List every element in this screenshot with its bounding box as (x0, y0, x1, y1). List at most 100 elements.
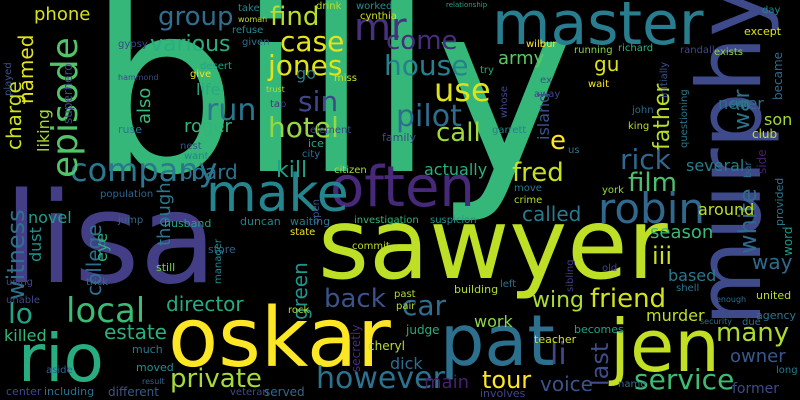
word-house: house (384, 49, 469, 82)
word-many: many (716, 318, 790, 348)
word-away: away (534, 89, 561, 100)
word-husband: husband (164, 217, 212, 230)
word-back: back (324, 284, 386, 314)
word-worked: worked (356, 1, 393, 12)
word-ex: ex (540, 75, 552, 86)
word-owner: owner (730, 346, 786, 367)
word-robin: robin (598, 184, 705, 233)
word-son: son (764, 110, 793, 129)
word-old: old (602, 263, 618, 274)
word-take: take (238, 3, 260, 14)
word-give: give (190, 69, 212, 80)
word-however: however (316, 361, 445, 396)
word-last: last (586, 342, 614, 386)
word-building: building (454, 283, 499, 296)
word-try: try (480, 65, 494, 76)
word-though: though (154, 182, 175, 246)
word-cheryl: cheryl (368, 339, 405, 353)
word-enough: enough (716, 295, 747, 304)
word-left: left (500, 279, 517, 290)
word-population: population (100, 189, 154, 200)
word-initially: initially (659, 61, 670, 98)
word-teacher: teacher (534, 333, 577, 346)
word-provided: provided (773, 177, 786, 226)
word-miss: miss (334, 73, 357, 84)
word-season: season (650, 222, 714, 243)
word-word: word (781, 226, 795, 257)
word-suspicion: suspicion (430, 215, 477, 226)
word-citizen: citizen (334, 165, 367, 176)
word-hotel: hotel (268, 111, 339, 144)
word-main: main (424, 372, 469, 393)
word-board: board (180, 160, 238, 184)
word-garrett: garrett (492, 125, 527, 136)
word-jump: jump (118, 215, 144, 226)
word-jones: jones (268, 49, 343, 82)
word-questioning: questioning (679, 89, 690, 148)
word-run: run (206, 93, 257, 128)
word-rock: rock (288, 305, 310, 316)
word-often: often (330, 155, 475, 220)
word-served: served (264, 385, 305, 399)
word-york: york (602, 185, 624, 196)
word-case: case (280, 25, 345, 58)
word-wait: wait (588, 79, 610, 90)
word-mr: mr (354, 5, 407, 49)
word-master: master (492, 0, 704, 59)
word-director: director (166, 292, 244, 316)
word-store: store (208, 243, 236, 256)
word-wing: wing (532, 288, 585, 313)
word-moved: moved (136, 361, 174, 374)
word-find: find (270, 2, 320, 32)
word-also: also (134, 87, 155, 124)
word-gu: gu (594, 52, 620, 76)
word-call: call (436, 118, 481, 148)
word-jen: jen (610, 304, 720, 388)
word-private: private (170, 364, 262, 394)
word-sin: sin (298, 85, 339, 118)
word-different: different (108, 385, 159, 399)
word-lisa: lisa (4, 165, 217, 312)
word-work: work (474, 312, 513, 331)
word-sibling: sibling (565, 259, 576, 292)
word-service: service (634, 363, 735, 396)
word-whose: whose (499, 86, 510, 118)
word-relationship: relationship (446, 1, 488, 9)
word-center: center (6, 385, 42, 398)
word-skill: skill (730, 99, 750, 110)
word-rio: rio (18, 320, 104, 397)
word-cynthia: cynthia (360, 11, 397, 22)
word-given: given (242, 37, 270, 48)
word-group: group (158, 2, 234, 32)
word-liking: liking (34, 109, 53, 152)
word-li: li (550, 337, 567, 372)
word-eye: eye (92, 232, 111, 262)
word-based: based (668, 266, 717, 285)
word-kill: kill (276, 158, 308, 183)
word-duncan: duncan (240, 215, 281, 228)
word-phone: phone (34, 4, 91, 25)
word-exists: exists (714, 47, 744, 58)
word-family: family (382, 131, 416, 144)
word-oskar: oskar (168, 291, 391, 386)
word-roger: roger (184, 116, 232, 137)
word-element: element (310, 125, 352, 136)
word-murder: murder (646, 306, 705, 325)
word-dust: dust (26, 227, 45, 262)
word-dick: dick (390, 354, 423, 373)
word-named: named (14, 34, 38, 104)
word-friend: friend (590, 284, 667, 314)
word-sawyer: sawyer (318, 188, 668, 302)
word-past: past (394, 289, 416, 300)
word-nest: nest (180, 141, 202, 152)
word-wilbur: wilbur (526, 39, 557, 50)
word-local: local (66, 291, 146, 331)
word-much: much (132, 343, 163, 356)
word-several: several (686, 156, 745, 175)
word-tap: tap (270, 99, 287, 110)
word-killed: killed (4, 326, 47, 345)
word-tour: tour (482, 366, 532, 394)
word-superhero: superhero (61, 63, 75, 124)
word-investigation: investigation (354, 215, 419, 226)
word-ruse: ruse (118, 123, 142, 136)
